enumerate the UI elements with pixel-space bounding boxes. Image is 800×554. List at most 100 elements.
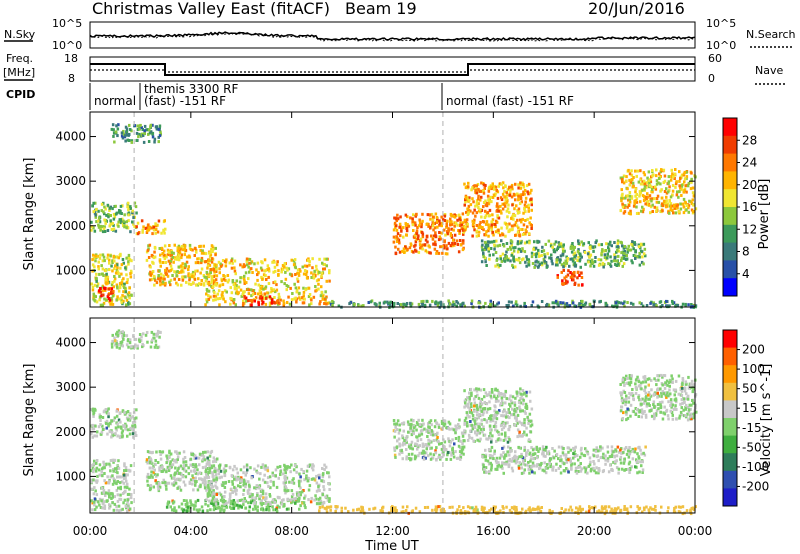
echo-cell: [249, 499, 253, 503]
echo-cell: [468, 436, 471, 439]
echo-cell: [189, 283, 193, 286]
echo-cell: [477, 430, 480, 434]
echo-cell: [114, 264, 117, 268]
echo-cell: [629, 301, 633, 305]
echo-cell: [246, 263, 249, 267]
echo-cell: [463, 510, 467, 514]
echo-cell: [150, 474, 153, 478]
echo-cell: [231, 480, 234, 484]
echo-cell: [606, 252, 609, 256]
echo-cell: [165, 505, 169, 509]
echo-cell: [495, 429, 499, 433]
echo-cell: [393, 422, 396, 426]
echo-cell: [562, 249, 565, 253]
echo-cell: [148, 450, 152, 454]
echo-cell: [597, 263, 601, 267]
echo-cell: [473, 401, 477, 405]
echo-cell: [606, 256, 609, 260]
echo-cell: [193, 277, 197, 281]
echo-cell: [91, 423, 94, 427]
echo-cell: [310, 496, 313, 500]
echo-cell: [204, 465, 207, 469]
echo-cell: [321, 294, 325, 298]
echo-cell: [113, 502, 117, 506]
echo-cell: [562, 268, 565, 272]
echo-cell: [625, 257, 629, 261]
echo-cell: [580, 304, 583, 307]
echo-cell: [495, 239, 498, 243]
echo-cell: [527, 258, 530, 262]
echo-cell: [453, 224, 456, 228]
echo-cell: [506, 258, 509, 262]
echo-cell: [428, 439, 432, 443]
echo-cell: [454, 450, 457, 454]
echo-cell: [508, 210, 511, 214]
echo-cell: [452, 455, 456, 459]
echo-cell: [534, 246, 538, 250]
echo-cell: [113, 215, 117, 219]
echo-cell: [537, 252, 540, 256]
echo-cell: [197, 463, 201, 467]
echo-cell: [493, 247, 496, 251]
echo-cell: [157, 487, 160, 491]
echo-cell: [394, 245, 397, 249]
echo-cell: [303, 297, 306, 301]
echo-cell: [434, 419, 437, 423]
echo-cell: [674, 207, 678, 210]
echo-cell: [517, 194, 520, 198]
echo-cell: [180, 245, 184, 248]
echo-cell: [423, 506, 427, 509]
echo-cell: [253, 299, 256, 303]
echo-cell: [592, 249, 595, 253]
echo-cell: [208, 481, 211, 485]
echo-cell: [459, 509, 463, 512]
echo-cell: [562, 301, 565, 305]
echo-cell: [505, 505, 508, 509]
echo-cell: [419, 438, 423, 442]
echo-cell: [605, 242, 608, 246]
echo-cell: [629, 248, 633, 252]
echo-cell: [224, 481, 227, 485]
echo-cell: [122, 299, 125, 303]
echo-cell: [132, 334, 135, 338]
echo-cell: [290, 463, 293, 467]
echo-cell: [484, 301, 487, 305]
echo-cell: [153, 283, 156, 287]
echo-cell: [607, 247, 611, 251]
echo-cell: [263, 498, 267, 502]
echo-cell: [494, 192, 497, 196]
echo-cell: [503, 190, 506, 193]
echo-cell: [119, 475, 122, 479]
echo-cell: [231, 482, 234, 486]
echo-cell: [490, 507, 493, 511]
echo-cell: [461, 241, 465, 245]
echo-cell: [260, 298, 264, 302]
echo-cell: [222, 467, 226, 471]
echo-cell: [161, 466, 164, 470]
echo-cell: [509, 245, 512, 249]
echo-cell: [595, 239, 598, 243]
echo-cell: [495, 209, 498, 213]
echo-cell: [149, 484, 153, 488]
echo-cell: [558, 258, 561, 262]
echo-cell: [172, 459, 176, 463]
echo-cell: [206, 264, 210, 268]
echo-cell: [428, 429, 431, 433]
echo-cell: [624, 507, 627, 511]
echo-cell: [691, 304, 694, 308]
echo-cell: [156, 346, 159, 350]
echo-cell: [514, 233, 517, 237]
echo-cell: [483, 395, 486, 399]
freq-axis-left-bottom: 8: [68, 72, 75, 85]
echo-cell: [486, 194, 490, 198]
echo-cell: [593, 245, 597, 249]
echo-cell: [146, 450, 150, 454]
echo-cell: [643, 173, 646, 177]
echo-cell: [644, 202, 647, 206]
echo-cell: [106, 253, 110, 257]
echo-cell: [215, 267, 218, 271]
echo-cell: [530, 208, 533, 212]
echo-cell: [476, 428, 479, 432]
echo-cell: [440, 419, 444, 423]
echo-cell: [649, 180, 653, 184]
